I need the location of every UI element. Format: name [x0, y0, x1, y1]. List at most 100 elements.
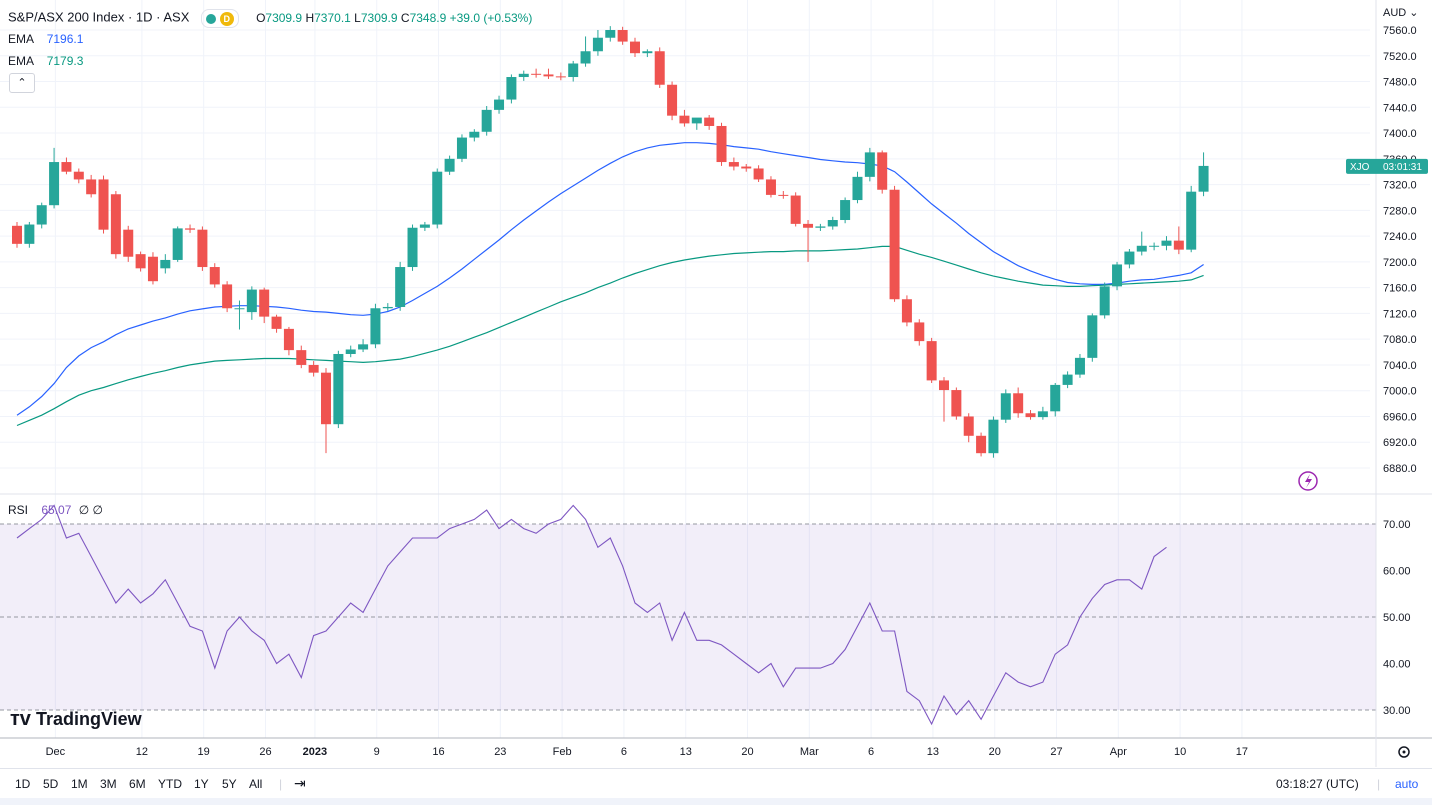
range-ytd[interactable]: YTD — [158, 777, 182, 791]
range-3m[interactable]: 3M — [100, 777, 117, 791]
candle-body — [728, 162, 739, 167]
rsi-tick-label: 70.00 — [1383, 519, 1411, 531]
candle — [135, 251, 146, 272]
market-status-badge[interactable]: D — [200, 9, 239, 28]
candle — [976, 432, 987, 457]
ema-legend-2[interactable]: EMA 7179.3 — [8, 54, 83, 68]
candle-body — [679, 115, 690, 124]
lightning-icon — [1298, 471, 1318, 491]
ema-value: 7196.1 — [46, 32, 84, 46]
date-range-icon[interactable]: ⇥ — [294, 775, 306, 791]
collapse-legend-button[interactable]: ⌃ — [9, 73, 35, 93]
auto-scale-button[interactable]: auto — [1395, 777, 1419, 791]
countdown-label: 03:01:31 — [1383, 162, 1422, 173]
candle-body — [827, 220, 838, 227]
candle — [901, 295, 912, 327]
candle-body — [49, 162, 60, 206]
candle-body — [271, 316, 282, 329]
utc-clock[interactable]: 03:18:27 (UTC) — [1276, 777, 1359, 791]
candle-body — [1186, 191, 1197, 250]
candle-body — [914, 322, 925, 342]
rsi-value: 65.07 — [41, 503, 72, 517]
rsi-tick-label: 40.00 — [1383, 659, 1411, 671]
range-5d[interactable]: 5D — [43, 777, 59, 791]
price-tick-label: 7440.0 — [1383, 102, 1417, 114]
candle — [1025, 410, 1036, 420]
candle — [716, 122, 727, 166]
candle — [518, 70, 529, 81]
candle-body — [110, 194, 121, 255]
candle — [803, 220, 814, 262]
candle — [494, 95, 505, 114]
time-tick-label: 20 — [741, 746, 753, 758]
tv-logo-icon: ᴛᴠ — [10, 708, 31, 730]
candle — [49, 147, 60, 209]
time-tick-label: 19 — [198, 746, 210, 758]
candle-body — [852, 176, 863, 201]
candle-body — [1198, 165, 1209, 192]
range-1m[interactable]: 1M — [71, 777, 88, 791]
range-6m[interactable]: 6M — [129, 777, 146, 791]
tradingview-logo[interactable]: ᴛᴠ TradingView — [10, 708, 142, 731]
candle-body — [382, 306, 393, 309]
market-open-dot — [205, 13, 216, 24]
candle-body — [506, 77, 517, 100]
price-tick-label: 7560.0 — [1383, 25, 1417, 37]
candle — [222, 281, 233, 313]
candle — [395, 261, 406, 311]
candle-body — [333, 353, 344, 425]
time-tick-label: Mar — [800, 746, 819, 758]
time-tick-label: Dec — [46, 746, 66, 758]
low-value: 7309.9 — [360, 10, 398, 25]
candle — [147, 252, 158, 285]
candle-body — [61, 162, 72, 172]
bottom-strip — [0, 798, 1432, 805]
candle-body — [123, 229, 134, 257]
candle-body — [1099, 286, 1110, 316]
decorations: XJO 03:01:31 — [1298, 158, 1428, 758]
candle-body — [939, 380, 949, 391]
candle-body — [716, 125, 727, 163]
range-5y[interactable]: 5Y — [222, 777, 237, 791]
candle-body — [704, 117, 715, 126]
candle-body — [1050, 384, 1061, 412]
candle — [642, 49, 653, 58]
price-tick-label: 7480.0 — [1383, 77, 1417, 89]
candle-body — [988, 419, 999, 454]
grid-lines — [0, 0, 1370, 738]
candle — [864, 147, 875, 182]
candle — [358, 339, 369, 353]
candle — [12, 221, 22, 248]
candle — [654, 47, 665, 88]
candle-body — [667, 84, 678, 116]
rsi-legend[interactable]: RSI 65.07 ∅ ∅ — [8, 503, 103, 517]
candle — [1074, 353, 1085, 378]
currency-label: AUD — [1383, 7, 1407, 19]
candle — [580, 36, 591, 67]
change-value: +39.0 (+0.53%) — [449, 10, 533, 25]
range-all[interactable]: All — [249, 777, 263, 791]
candle — [444, 155, 455, 175]
candle — [852, 171, 863, 204]
candle-body — [580, 51, 591, 64]
range-1d[interactable]: 1D — [15, 777, 31, 791]
candle-body — [1087, 315, 1098, 358]
time-tick-label: Apr — [1110, 746, 1127, 758]
candle — [506, 74, 517, 104]
open-label: O — [256, 10, 266, 25]
symbol-title[interactable]: S&P/ASX 200 Index · 1D · ASX — [8, 9, 190, 25]
candle — [1013, 387, 1024, 418]
candle-body — [321, 372, 331, 425]
candle — [1099, 282, 1110, 319]
candle — [790, 192, 801, 227]
candle-body — [630, 41, 640, 54]
candle — [246, 286, 257, 320]
time-tick-label: 23 — [494, 746, 506, 758]
range-1y[interactable]: 1Y — [194, 777, 209, 791]
rsi-label: RSI — [8, 503, 29, 517]
symbol-legend[interactable]: S&P/ASX 200 Index · 1D · ASX D O7309.9 H… — [8, 9, 532, 28]
currency-selector[interactable]: AUD ⌄ — [1383, 6, 1419, 19]
ema-legend-1[interactable]: EMA 7196.1 — [8, 32, 83, 46]
price-tick-label: 6880.0 — [1383, 463, 1417, 475]
